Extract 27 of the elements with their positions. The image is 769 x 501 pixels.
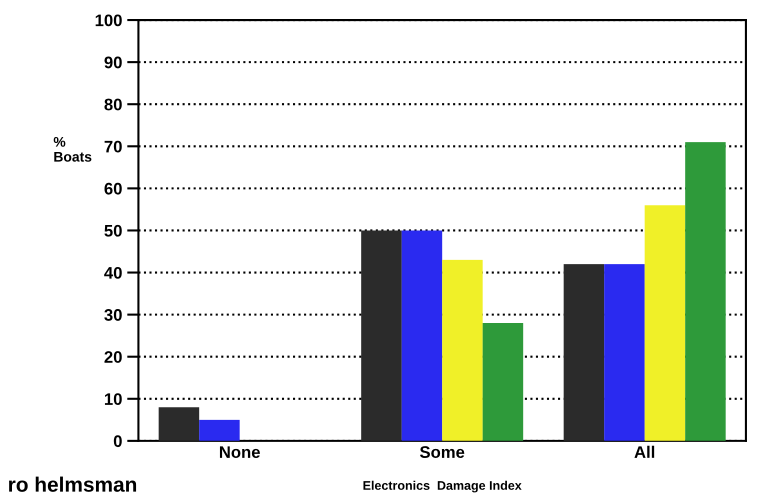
bar xyxy=(199,420,240,441)
bar xyxy=(442,260,483,441)
y-tick-label: 50 xyxy=(104,224,122,237)
y-tick-label: 0 xyxy=(114,435,122,448)
bar xyxy=(604,264,645,441)
text: ro helmsman xyxy=(9,476,136,492)
y-tick-label: 80 xyxy=(104,98,122,110)
bar xyxy=(685,142,726,441)
bar xyxy=(402,230,442,441)
y-tick-label: 10 xyxy=(104,393,122,405)
y-tick-label: 60 xyxy=(104,182,122,195)
bar xyxy=(361,230,402,441)
bar xyxy=(482,323,524,441)
x-tick-label: None xyxy=(220,446,260,458)
x-tick-label: Some xyxy=(420,446,464,458)
bar xyxy=(564,264,604,441)
y-tick-label: 100 xyxy=(96,14,122,26)
y-axis-title: % Boats xyxy=(54,136,92,162)
bar xyxy=(158,407,200,441)
x-axis-title: Electronics Damage Index xyxy=(363,480,522,492)
bar xyxy=(644,205,686,441)
y-tick-label: 40 xyxy=(104,266,122,279)
x-tick-label: All xyxy=(634,446,654,458)
y-tick-label: 90 xyxy=(104,56,122,68)
y-tick-label: 30 xyxy=(104,309,122,321)
y-tick-label: 70 xyxy=(104,140,122,152)
y-tick-label: 20 xyxy=(104,351,122,363)
